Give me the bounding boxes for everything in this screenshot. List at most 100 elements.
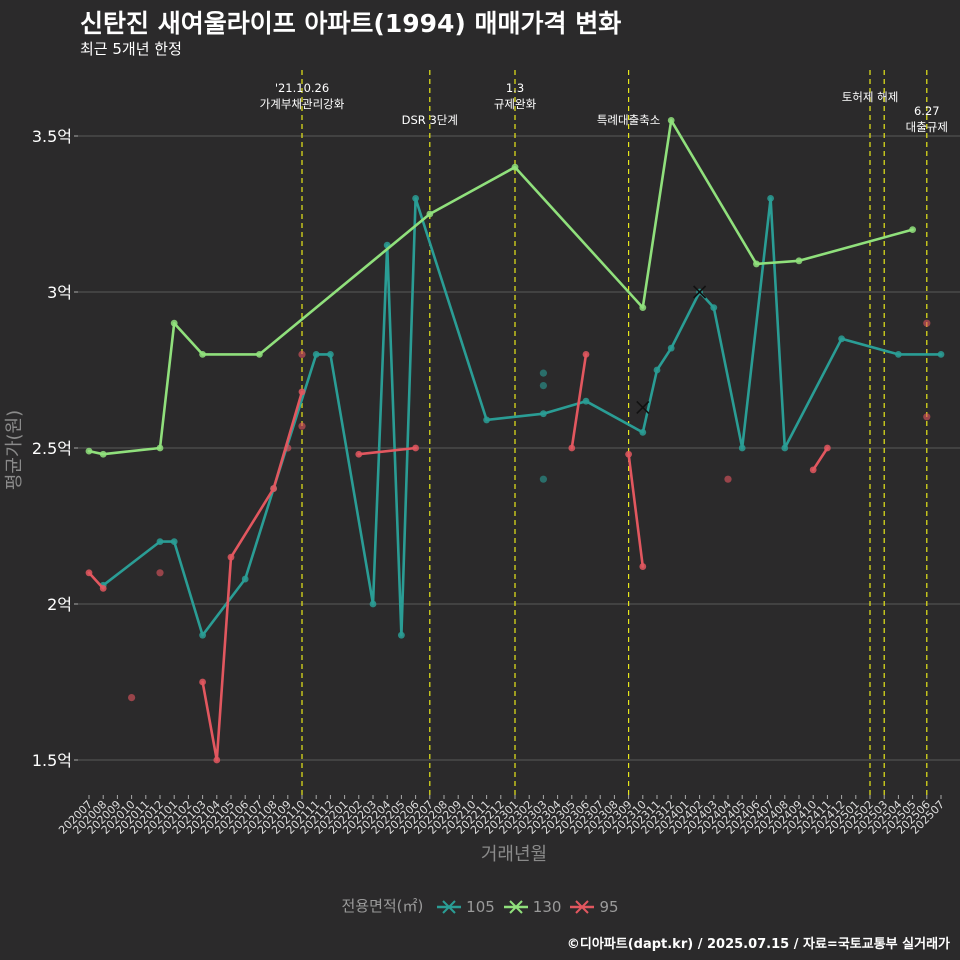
event-label: DSR 3단계 <box>402 113 458 127</box>
series-95-segment-point <box>568 444 576 452</box>
axis-layer: 1.5억2억2.5억3억3.5억202007202008202009202010… <box>32 127 947 837</box>
legend-label: 95 <box>599 897 619 916</box>
event-label: 1.3 <box>506 81 524 95</box>
series-95-segment <box>811 446 829 472</box>
series-95-segment-point <box>639 563 647 570</box>
legend: 전용면적(㎡) 105 130 95 <box>0 895 960 917</box>
series-95-segment-point <box>270 485 277 492</box>
series-95-line-point <box>85 569 93 577</box>
series-130-line-point <box>170 319 178 327</box>
series-95-segment <box>357 446 417 456</box>
series-105-line-point <box>838 335 845 343</box>
series-105-line-point <box>156 538 164 545</box>
series-105-line-point <box>895 351 902 358</box>
legend-key-icon <box>437 899 462 914</box>
legend-label: 105 <box>466 897 495 916</box>
series-105-line-point <box>483 416 490 424</box>
series-95-point <box>298 350 306 358</box>
series-130-line-point <box>426 210 434 218</box>
series-95-segment-point <box>227 553 235 561</box>
legend-key-icon <box>503 899 528 914</box>
series-105-line-point <box>937 351 945 358</box>
legend-items: 105 130 95 <box>428 897 619 917</box>
series-105-point <box>539 475 548 483</box>
series-105-line-point <box>653 366 661 374</box>
series-105-line-point <box>241 575 249 583</box>
legend-item-105: 105 <box>436 897 495 917</box>
chart-subtitle: 최근 5개년 한정 <box>80 40 182 58</box>
x-axis-title: 거래년월 <box>481 844 547 865</box>
series-130-line-point <box>795 257 803 265</box>
series-105-line <box>101 197 943 637</box>
series-105-marker <box>693 285 707 299</box>
event-label: 대출규제 <box>906 120 948 134</box>
series-95-segment-point <box>412 444 419 452</box>
y-tick-label: 3.5억 <box>32 127 72 146</box>
series-95-marker <box>636 400 650 415</box>
series-105-line-point <box>582 397 590 405</box>
series-95-segment-point <box>213 756 221 764</box>
series-95-segment-point <box>582 351 590 358</box>
series-95-segment-point <box>355 450 363 458</box>
series-95-line <box>87 571 105 590</box>
series-95-point <box>923 413 931 421</box>
series-95-segment <box>570 353 588 450</box>
series-130-line-point <box>909 226 916 234</box>
series-130-line-point <box>256 351 263 358</box>
event-label: 규제완화 <box>494 97 537 111</box>
series-130-line-point <box>99 450 107 458</box>
event-label: 6.27 <box>914 104 940 118</box>
series-95-point <box>284 444 292 452</box>
series-95-point <box>156 569 164 577</box>
series-95-segment-point <box>298 388 306 396</box>
legend-title: 전용면적(㎡) <box>341 897 424 915</box>
legend-key-icon <box>570 899 595 914</box>
series-95-segment <box>627 452 645 568</box>
series-layer <box>85 117 945 764</box>
series-95-point <box>724 475 732 483</box>
series-95-segment-point <box>625 450 632 458</box>
series-105-line-point <box>639 429 647 436</box>
series-105-line-point <box>710 304 718 311</box>
series-105-point <box>539 369 548 377</box>
y-axis-title: 평균가(원) <box>4 410 25 490</box>
series-130-line-point <box>753 260 760 268</box>
event-label: 토허제 해제 <box>842 90 899 104</box>
series-105-line-point <box>781 444 789 452</box>
series-95-segment-point <box>199 678 207 686</box>
series-95-line-point <box>99 585 107 592</box>
y-tick-label: 2억 <box>47 595 72 614</box>
series-95-point <box>128 694 136 702</box>
series-105-point <box>539 382 548 390</box>
legend-item-95: 95 <box>569 897 619 917</box>
series-95-point <box>298 422 306 430</box>
caption: ©디아파트(dapt.kr) / 2025.07.15 / 자료=국토교통부 실… <box>566 937 950 952</box>
series-130-line-point <box>639 304 647 311</box>
series-105-line-point <box>199 631 207 639</box>
series-95-point <box>923 319 931 327</box>
series-130-line-point <box>199 351 207 358</box>
chart-title: 신탄진 새여울라이프 아파트(1994) 매매가격 변화 <box>80 9 622 38</box>
y-tick-label: 3억 <box>47 283 72 302</box>
series-130-line-point <box>85 447 93 455</box>
series-95-segment-point <box>824 444 831 452</box>
series-105-line-point <box>327 351 334 358</box>
series-105-line-point <box>312 351 320 358</box>
legend-item-130: 130 <box>503 897 562 917</box>
series-105-line-point <box>738 444 746 452</box>
series-105-line-point <box>398 631 405 639</box>
series-130-line-point <box>156 444 164 452</box>
series-130-line-point <box>667 117 675 124</box>
series-130-line <box>87 119 914 456</box>
legend-label: 130 <box>532 897 562 916</box>
event-label: 특례대출축소 <box>597 113 660 127</box>
y-tick-label: 2.5억 <box>32 439 72 458</box>
series-95-segment-point <box>809 466 817 474</box>
event-label: 가계부채관리강화 <box>260 97 345 111</box>
y-tick-label: 1.5억 <box>32 751 72 770</box>
series-130-line-point <box>511 163 519 171</box>
series-105-line-point <box>369 600 377 608</box>
event-label: '21.10.26 <box>275 81 329 95</box>
